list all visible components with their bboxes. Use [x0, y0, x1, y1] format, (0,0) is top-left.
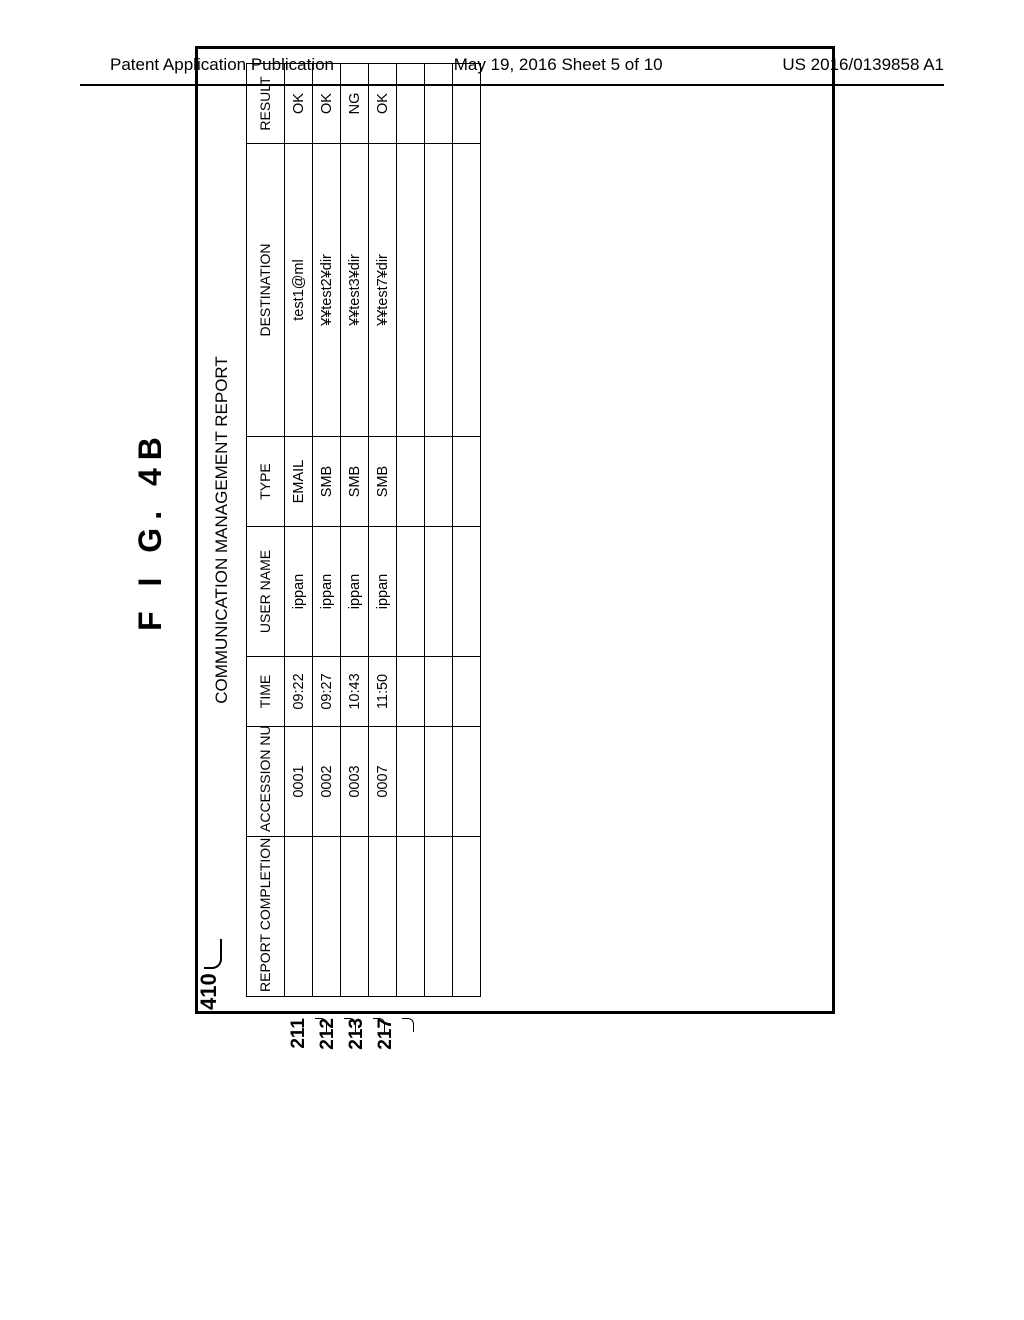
row-reference-numeral: 217 — [375, 1018, 419, 1062]
cell-flag — [453, 837, 481, 997]
cell-result: NG — [341, 64, 369, 144]
cell-destination — [453, 144, 481, 437]
cell-type: SMB — [369, 437, 397, 527]
cell-user: ippan — [285, 527, 313, 657]
cell-time: 11:50 — [369, 657, 397, 727]
table-row — [453, 64, 481, 997]
cell-time — [453, 657, 481, 727]
cell-user: ippan — [313, 527, 341, 657]
cell-flag — [341, 837, 369, 997]
cell-user: ippan — [369, 527, 397, 657]
cell-time: 09:22 — [285, 657, 313, 727]
cell-result — [425, 64, 453, 144]
figure-4b: F I G. 4B 410 COMMUNICATION MANAGEMENT R… — [132, 18, 892, 1042]
cell-user — [453, 527, 481, 657]
cell-flag — [285, 837, 313, 997]
cell-user — [425, 527, 453, 657]
report-frame: COMMUNICATION MANAGEMENT REPORT REPORT C… — [195, 46, 835, 1014]
cell-accession — [397, 727, 425, 837]
col-type: TYPE — [247, 437, 285, 527]
table-row — [397, 64, 425, 997]
report-title: COMMUNICATION MANAGEMENT REPORT — [212, 63, 232, 997]
cell-result: OK — [369, 64, 397, 144]
cell-time: 10:43 — [341, 657, 369, 727]
cell-type: SMB — [313, 437, 341, 527]
table-row — [425, 64, 453, 997]
col-user-name: USER NAME — [247, 527, 285, 657]
cell-time — [397, 657, 425, 727]
cell-accession — [425, 727, 453, 837]
table-header-row: REPORT COMPLETION FLAG ACCESSION NUMBER … — [247, 64, 285, 997]
cell-flag — [397, 837, 425, 997]
cell-flag — [425, 837, 453, 997]
cell-destination: ¥¥test2¥dir — [313, 144, 341, 437]
table-row: 000711:50ippanSMB¥¥test7¥dirOK — [369, 64, 397, 997]
cell-result: OK — [313, 64, 341, 144]
cell-destination: ¥¥test7¥dir — [369, 144, 397, 437]
cell-type: EMAIL — [285, 437, 313, 527]
cell-destination — [425, 144, 453, 437]
cell-result: OK — [285, 64, 313, 144]
table-row: 000109:22ippanEMAILtest1@mlOK — [285, 64, 313, 997]
col-accession-number: ACCESSION NUMBER — [247, 727, 285, 837]
cell-accession: 0007 — [369, 727, 397, 837]
cell-type: SMB — [341, 437, 369, 527]
cell-user — [397, 527, 425, 657]
table-row: 000310:43ippanSMB¥¥test3¥dirNG — [341, 64, 369, 997]
cell-accession: 0003 — [341, 727, 369, 837]
col-time: TIME — [247, 657, 285, 727]
cell-result — [453, 64, 481, 144]
cell-destination: test1@ml — [285, 144, 313, 437]
cell-destination — [397, 144, 425, 437]
table-row: 000209:27ippanSMB¥¥test2¥dirOK — [313, 64, 341, 997]
reference-numeral-410: 410 — [196, 939, 222, 1010]
cell-result — [397, 64, 425, 144]
col-report-completion-flag: REPORT COMPLETION FLAG — [247, 837, 285, 997]
figure-label: F I G. 4B — [132, 18, 169, 1042]
cell-destination: ¥¥test3¥dir — [341, 144, 369, 437]
communication-report-table: REPORT COMPLETION FLAG ACCESSION NUMBER … — [246, 63, 481, 997]
cell-type — [425, 437, 453, 527]
cell-time — [425, 657, 453, 727]
col-destination: DESTINATION — [247, 144, 285, 437]
col-result: RESULT — [247, 64, 285, 144]
cell-user: ippan — [341, 527, 369, 657]
cell-type — [453, 437, 481, 527]
cell-accession: 0001 — [285, 727, 313, 837]
cell-flag — [313, 837, 341, 997]
cell-type — [397, 437, 425, 527]
cell-accession — [453, 727, 481, 837]
cell-flag — [369, 837, 397, 997]
cell-time: 09:27 — [313, 657, 341, 727]
cell-accession: 0002 — [313, 727, 341, 837]
